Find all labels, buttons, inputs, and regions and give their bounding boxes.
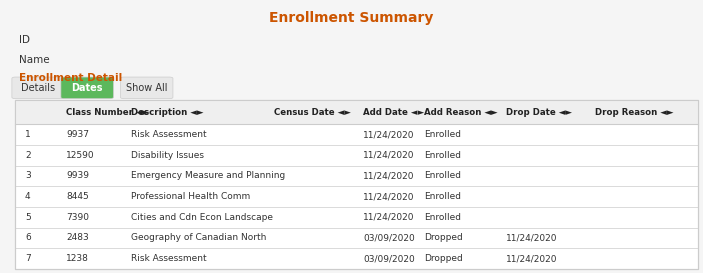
Text: 11/24/2020: 11/24/2020 — [363, 192, 415, 201]
Text: Dropped: Dropped — [425, 233, 463, 242]
Text: 7390: 7390 — [66, 213, 89, 222]
Text: Drop Date ◄►: Drop Date ◄► — [506, 108, 572, 117]
Text: Disability Issues: Disability Issues — [131, 151, 204, 160]
Text: 11/24/2020: 11/24/2020 — [363, 130, 415, 139]
Text: 12590: 12590 — [66, 151, 95, 160]
Text: Enrolled: Enrolled — [425, 130, 461, 139]
Text: Geography of Canadian North: Geography of Canadian North — [131, 233, 266, 242]
Text: 9937: 9937 — [66, 130, 89, 139]
Text: Add Date ◄►: Add Date ◄► — [363, 108, 424, 117]
Text: Cities and Cdn Econ Landscape: Cities and Cdn Econ Landscape — [131, 213, 273, 222]
Text: Enrolled: Enrolled — [425, 213, 461, 222]
Text: 6: 6 — [25, 233, 31, 242]
Text: ID: ID — [19, 35, 30, 45]
Text: Professional Health Comm: Professional Health Comm — [131, 192, 250, 201]
Text: Enrolled: Enrolled — [425, 171, 461, 180]
FancyBboxPatch shape — [120, 77, 173, 99]
Text: Census Date ◄►: Census Date ◄► — [274, 108, 351, 117]
Text: Description ◄►: Description ◄► — [131, 108, 203, 117]
Text: Risk Assessment: Risk Assessment — [131, 130, 207, 139]
Text: Emergency Measure and Planning: Emergency Measure and Planning — [131, 171, 285, 180]
FancyBboxPatch shape — [61, 77, 113, 99]
Text: 11/24/2020: 11/24/2020 — [506, 254, 558, 263]
Text: 1: 1 — [25, 130, 31, 139]
Text: Show All: Show All — [126, 83, 167, 93]
Text: 03/09/2020: 03/09/2020 — [363, 254, 415, 263]
Text: Enrolled: Enrolled — [425, 151, 461, 160]
Text: 11/24/2020: 11/24/2020 — [363, 213, 415, 222]
Text: 5: 5 — [25, 213, 31, 222]
Text: 8445: 8445 — [66, 192, 89, 201]
Text: Enrollment Detail: Enrollment Detail — [19, 73, 122, 83]
Text: 03/09/2020: 03/09/2020 — [363, 233, 415, 242]
Text: Enrolled: Enrolled — [425, 192, 461, 201]
Text: Name: Name — [19, 55, 49, 66]
Text: 1238: 1238 — [66, 254, 89, 263]
FancyBboxPatch shape — [15, 100, 698, 124]
FancyBboxPatch shape — [15, 100, 698, 269]
Text: 2: 2 — [25, 151, 31, 160]
Text: Dates: Dates — [72, 83, 103, 93]
Text: Risk Assessment: Risk Assessment — [131, 254, 207, 263]
Text: Enrollment Summary: Enrollment Summary — [269, 11, 434, 25]
Text: 11/24/2020: 11/24/2020 — [363, 171, 415, 180]
Text: 3: 3 — [25, 171, 31, 180]
FancyBboxPatch shape — [12, 77, 65, 99]
Text: Add Reason ◄►: Add Reason ◄► — [425, 108, 498, 117]
Text: Details: Details — [21, 83, 56, 93]
Text: 7: 7 — [25, 254, 31, 263]
Text: 2483: 2483 — [66, 233, 89, 242]
Text: 11/24/2020: 11/24/2020 — [363, 151, 415, 160]
Text: Drop Reason ◄►: Drop Reason ◄► — [595, 108, 673, 117]
Text: Class Number ◄►: Class Number ◄► — [66, 108, 149, 117]
Text: Dropped: Dropped — [425, 254, 463, 263]
Text: 4: 4 — [25, 192, 31, 201]
Text: 11/24/2020: 11/24/2020 — [506, 233, 558, 242]
Text: 9939: 9939 — [66, 171, 89, 180]
